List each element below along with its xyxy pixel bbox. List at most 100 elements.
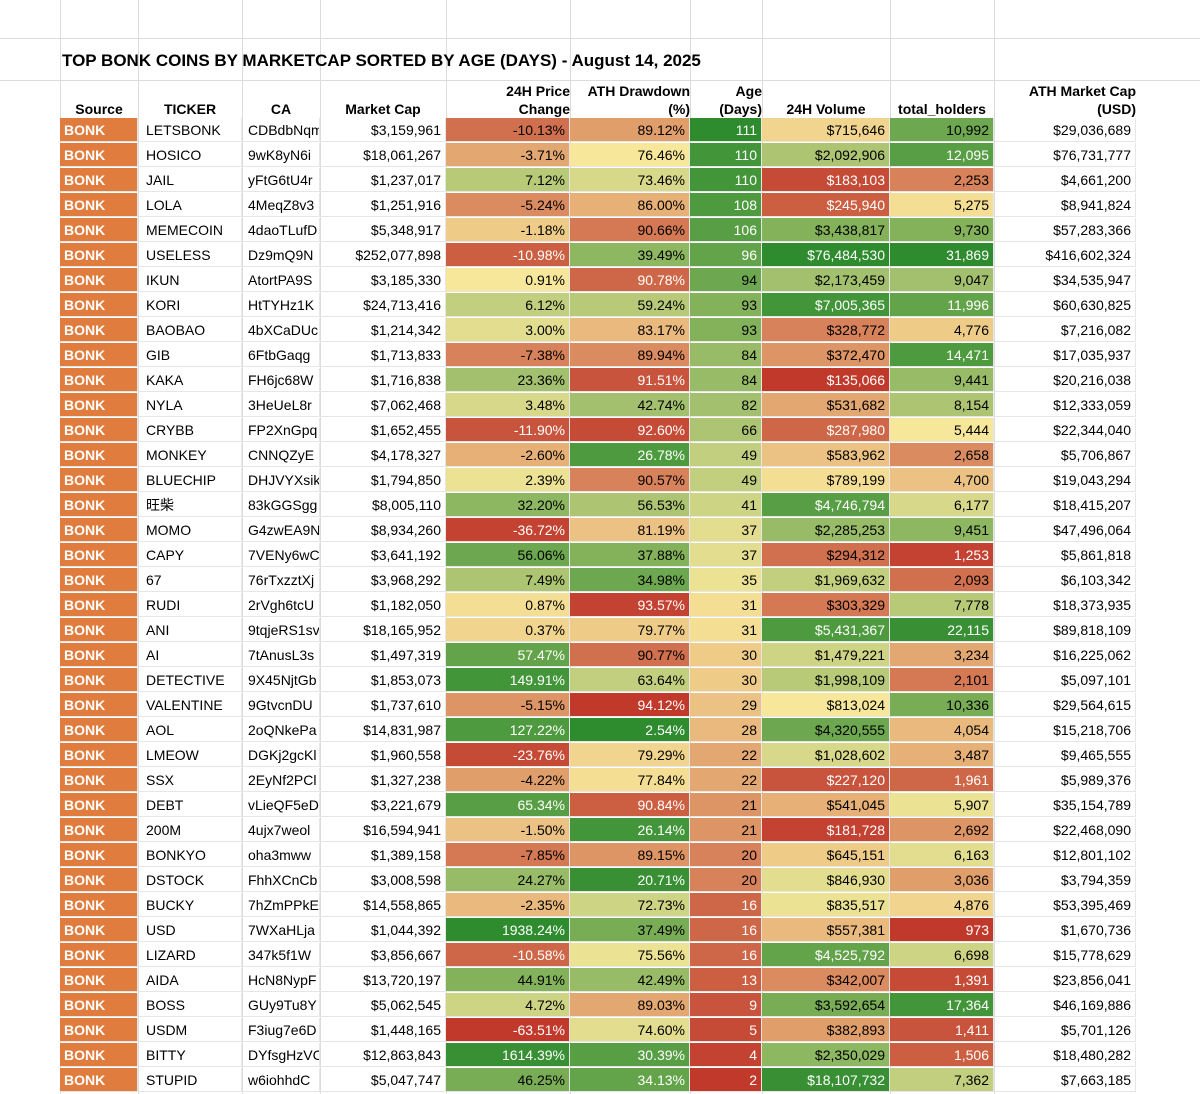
age-cell[interactable]: 84 [690, 368, 762, 392]
ticker-cell[interactable]: 67 [138, 568, 242, 592]
holders-cell[interactable]: 3,487 [890, 743, 994, 767]
price-change-cell[interactable]: 23.36% [446, 368, 570, 392]
source-cell[interactable]: BONK [60, 518, 138, 542]
source-cell[interactable]: BONK [60, 268, 138, 292]
source-cell[interactable]: BONK [60, 168, 138, 192]
ath-drawdown-cell[interactable]: 42.49% [570, 968, 690, 992]
age-cell[interactable]: 30 [690, 643, 762, 667]
ca-cell[interactable]: 7hZmPPkE [242, 893, 320, 917]
holders-cell[interactable]: 2,093 [890, 568, 994, 592]
ath-drawdown-cell[interactable]: 90.66% [570, 218, 690, 242]
ath-market-cap-cell[interactable]: $416,602,324 [994, 243, 1136, 267]
ath-drawdown-cell[interactable]: 89.03% [570, 993, 690, 1017]
ca-cell[interactable]: DGKj2gcKl [242, 743, 320, 767]
ath-drawdown-cell[interactable]: 73.46% [570, 168, 690, 192]
market-cap-cell[interactable]: $5,062,545 [320, 993, 446, 1017]
ticker-cell[interactable]: BAOBAO [138, 318, 242, 342]
ca-cell[interactable]: w6iohhdC [242, 1068, 320, 1092]
holders-cell[interactable]: 1,253 [890, 543, 994, 567]
ath-market-cap-cell[interactable]: $29,036,689 [994, 118, 1136, 142]
holders-cell[interactable]: 973 [890, 918, 994, 942]
age-cell[interactable]: 93 [690, 293, 762, 317]
table-row[interactable]: BONK BONKYO oha3mww $1,389,158 -7.85% 89.15% 2… [0, 843, 1200, 868]
holders-cell[interactable]: 3,036 [890, 868, 994, 892]
ticker-cell[interactable]: LMEOW [138, 743, 242, 767]
ticker-cell[interactable]: BITTY [138, 1043, 242, 1067]
ca-cell[interactable]: 2EyNf2PCl [242, 768, 320, 792]
ath-drawdown-cell[interactable]: 72.73% [570, 893, 690, 917]
price-change-cell[interactable]: -63.51% [446, 1018, 570, 1042]
source-cell[interactable]: BONK [60, 993, 138, 1017]
market-cap-cell[interactable]: $14,558,865 [320, 893, 446, 917]
table-row[interactable]: BONK LETSBONK CDBdbNqm $3,159,961 -10.13% 89.… [0, 118, 1200, 143]
ath-market-cap-cell[interactable]: $76,731,777 [994, 143, 1136, 167]
volume-cell[interactable]: $583,962 [762, 443, 890, 467]
ticker-cell[interactable]: IKUN [138, 268, 242, 292]
market-cap-cell[interactable]: $16,594,941 [320, 818, 446, 842]
ca-cell[interactable]: CNNQZyE [242, 443, 320, 467]
header-holders[interactable]: total_holders [890, 82, 994, 118]
ca-cell[interactable]: 7tAnusL3s [242, 643, 320, 667]
market-cap-cell[interactable]: $13,720,197 [320, 968, 446, 992]
ticker-cell[interactable]: SSX [138, 768, 242, 792]
ticker-cell[interactable]: AOL [138, 718, 242, 742]
source-cell[interactable]: BONK [60, 718, 138, 742]
ath-market-cap-cell[interactable]: $46,169,886 [994, 993, 1136, 1017]
table-row[interactable]: BONK BOSS GUy9Tu8Y $5,062,545 4.72% 89.03% 9 $3… [0, 993, 1200, 1018]
ca-cell[interactable]: 347k5f1W [242, 943, 320, 967]
ath-drawdown-cell[interactable]: 20.71% [570, 868, 690, 892]
volume-cell[interactable]: $245,940 [762, 193, 890, 217]
ticker-cell[interactable]: DSTOCK [138, 868, 242, 892]
price-change-cell[interactable]: 7.49% [446, 568, 570, 592]
table-row[interactable]: BONK KAKA FH6jc68W $1,716,838 23.36% 91.51% 84… [0, 368, 1200, 393]
holders-cell[interactable]: 31,869 [890, 243, 994, 267]
price-change-cell[interactable]: -23.76% [446, 743, 570, 767]
volume-cell[interactable]: $1,479,221 [762, 643, 890, 667]
ticker-cell[interactable]: VALENTINE [138, 693, 242, 717]
source-cell[interactable]: BONK [60, 393, 138, 417]
age-cell[interactable]: 20 [690, 843, 762, 867]
age-cell[interactable]: 22 [690, 768, 762, 792]
source-cell[interactable]: BONK [60, 568, 138, 592]
ath-market-cap-cell[interactable]: $23,856,041 [994, 968, 1136, 992]
ticker-cell[interactable]: STUPID [138, 1068, 242, 1092]
price-change-cell[interactable]: -10.98% [446, 243, 570, 267]
table-row[interactable]: BONK AIDA HcN8NypF $13,720,197 44.91% 42.49% 1… [0, 968, 1200, 993]
ca-cell[interactable]: DHJVYXsik [242, 468, 320, 492]
source-cell[interactable]: BONK [60, 843, 138, 867]
price-change-cell[interactable]: 24.27% [446, 868, 570, 892]
source-cell[interactable]: BONK [60, 468, 138, 492]
source-cell[interactable]: BONK [60, 593, 138, 617]
ticker-cell[interactable]: LIZARD [138, 943, 242, 967]
age-cell[interactable]: 2 [690, 1068, 762, 1092]
price-change-cell[interactable]: -7.85% [446, 843, 570, 867]
volume-cell[interactable]: $2,173,459 [762, 268, 890, 292]
ca-cell[interactable]: 7VENy6wC [242, 543, 320, 567]
header-age[interactable]: Age (Days) [690, 82, 762, 118]
ticker-cell[interactable]: USD [138, 918, 242, 942]
volume-cell[interactable]: $835,517 [762, 893, 890, 917]
market-cap-cell[interactable]: $1,853,073 [320, 668, 446, 692]
price-change-cell[interactable]: 56.06% [446, 543, 570, 567]
source-cell[interactable]: BONK [60, 693, 138, 717]
ca-cell[interactable]: yFtG6tU4r [242, 168, 320, 192]
ath-market-cap-cell[interactable]: $5,861,818 [994, 543, 1136, 567]
age-cell[interactable]: 94 [690, 268, 762, 292]
volume-cell[interactable]: $5,431,367 [762, 618, 890, 642]
ath-drawdown-cell[interactable]: 34.13% [570, 1068, 690, 1092]
table-row[interactable]: BONK LOLA 4MeqZ8v3 $1,251,916 -5.24% 86.00% 10… [0, 193, 1200, 218]
age-cell[interactable]: 16 [690, 943, 762, 967]
holders-cell[interactable]: 17,364 [890, 993, 994, 1017]
price-change-cell[interactable]: 4.72% [446, 993, 570, 1017]
age-cell[interactable]: 13 [690, 968, 762, 992]
source-cell[interactable]: BONK [60, 943, 138, 967]
market-cap-cell[interactable]: $1,794,850 [320, 468, 446, 492]
source-cell[interactable]: BONK [60, 143, 138, 167]
source-cell[interactable]: BONK [60, 818, 138, 842]
age-cell[interactable]: 30 [690, 668, 762, 692]
volume-cell[interactable]: $2,092,906 [762, 143, 890, 167]
table-row[interactable]: BONK 旺柴 83kGGSgg $8,005,110 32.20% 56.53% 41 $4… [0, 493, 1200, 518]
price-change-cell[interactable]: 46.25% [446, 1068, 570, 1092]
volume-cell[interactable]: $183,103 [762, 168, 890, 192]
